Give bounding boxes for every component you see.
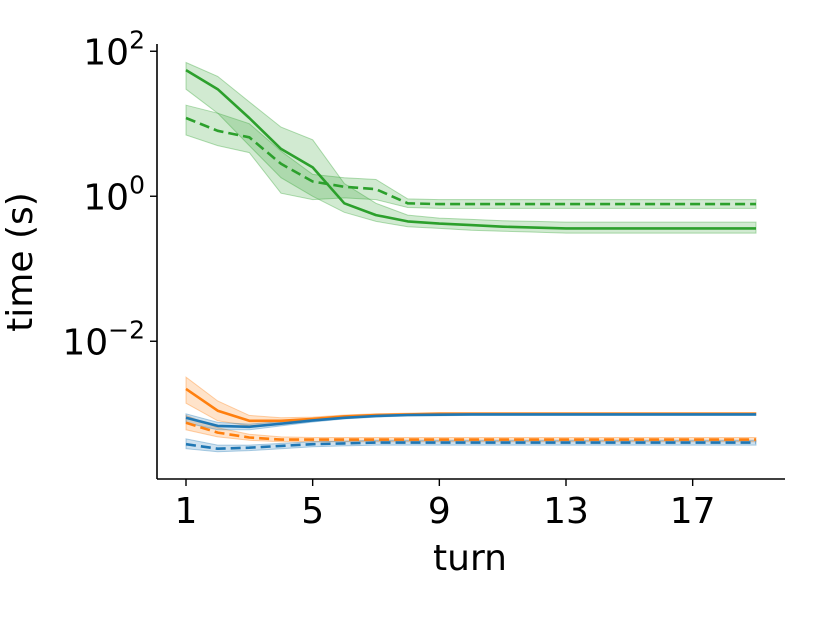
- x-tick-label-5: 5: [301, 491, 324, 532]
- y-tick-label-3: 10−2: [62, 315, 145, 363]
- line-series-3: [185, 387, 756, 423]
- line-series-6: [185, 441, 756, 451]
- y-tick-label-2: 100: [83, 170, 145, 218]
- line-series-2: [185, 116, 756, 206]
- band-series-2: [185, 104, 757, 209]
- x-tick-label-17: 17: [670, 491, 716, 532]
- y-ticks: 102 100 10−2: [62, 25, 157, 363]
- line-series-4: [185, 421, 756, 441]
- series-lines: [185, 68, 756, 451]
- y-tick-label-1: 102: [83, 25, 145, 73]
- line-series-1: [185, 68, 756, 230]
- confidence-bands: [185, 61, 757, 453]
- x-tick-label-1: 1: [175, 491, 198, 532]
- x-tick-label-9: 9: [428, 491, 451, 532]
- band-series-3: [185, 376, 757, 427]
- x-axis-label: turn: [433, 538, 507, 579]
- y-axis-label: time (s): [0, 192, 41, 332]
- line-series-5: [185, 413, 756, 429]
- axes: [156, 44, 785, 480]
- band-series-1: [185, 61, 757, 234]
- x-tick-label-13: 13: [543, 491, 589, 532]
- x-ticks: 1 5 9 13 17: [175, 479, 716, 532]
